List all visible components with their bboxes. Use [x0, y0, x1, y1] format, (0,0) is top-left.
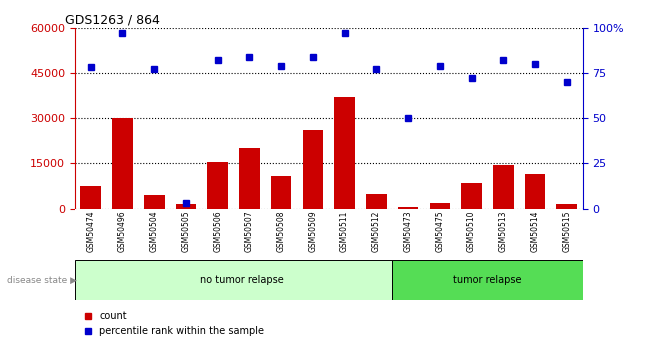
Bar [208, 162, 228, 209]
Bar [525, 174, 546, 209]
Text: GSM50508: GSM50508 [277, 210, 286, 252]
Text: GSM50511: GSM50511 [340, 210, 349, 252]
Text: GSM50475: GSM50475 [436, 210, 445, 252]
Bar [493, 165, 514, 209]
Text: GSM50504: GSM50504 [150, 210, 159, 252]
Bar [392, 260, 583, 300]
Text: GDS1263 / 864: GDS1263 / 864 [64, 13, 159, 27]
Text: GSM50513: GSM50513 [499, 210, 508, 252]
Text: GSM50505: GSM50505 [182, 210, 191, 252]
Bar [239, 148, 260, 209]
Text: GSM50514: GSM50514 [531, 210, 540, 252]
Bar [176, 204, 196, 209]
Bar [303, 130, 323, 209]
Text: GSM50515: GSM50515 [562, 210, 572, 252]
Bar [462, 183, 482, 209]
Text: no tumor relapse: no tumor relapse [200, 275, 283, 285]
Bar [398, 207, 419, 209]
Bar [366, 194, 387, 209]
Legend: count, percentile rank within the sample: count, percentile rank within the sample [79, 307, 268, 340]
Bar [271, 176, 292, 209]
Bar [81, 186, 101, 209]
Text: GSM50506: GSM50506 [213, 210, 222, 252]
Text: disease state ▶: disease state ▶ [7, 276, 77, 285]
Bar [430, 203, 450, 209]
Text: GSM50496: GSM50496 [118, 210, 127, 252]
Bar [112, 118, 133, 209]
Bar [335, 97, 355, 209]
Bar [75, 260, 392, 300]
Text: GSM50510: GSM50510 [467, 210, 476, 252]
Text: GSM50509: GSM50509 [309, 210, 318, 252]
Text: GSM50473: GSM50473 [404, 210, 413, 252]
Text: tumor relapse: tumor relapse [453, 275, 521, 285]
Text: GSM50507: GSM50507 [245, 210, 254, 252]
Text: GSM50512: GSM50512 [372, 210, 381, 252]
Text: GSM50474: GSM50474 [86, 210, 95, 252]
Bar [557, 204, 577, 209]
Bar [144, 195, 165, 209]
